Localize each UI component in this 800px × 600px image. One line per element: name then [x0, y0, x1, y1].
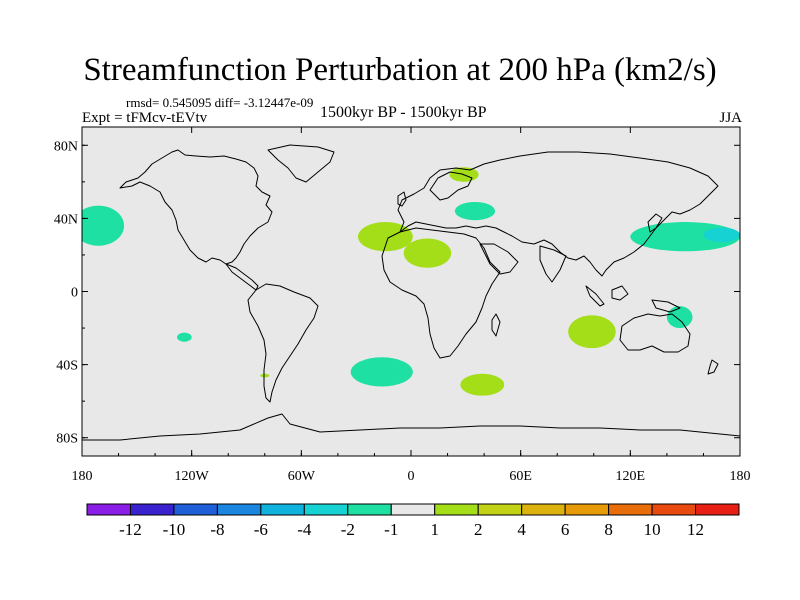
anomaly-north-pacific-east — [82, 205, 125, 246]
x-tick-label: 120E — [616, 469, 646, 484]
x-tick-label: 180 — [72, 469, 93, 484]
colorbar-box — [695, 503, 740, 516]
coast-sumatra — [585, 285, 605, 307]
coast-japan — [647, 213, 663, 233]
colorbar-label: -12 — [119, 520, 142, 539]
y-tick-label: 80N — [54, 139, 78, 154]
colorbar-box — [521, 503, 566, 516]
coast-africa — [381, 227, 501, 359]
colorbar-box — [651, 503, 697, 516]
colorbar-box — [216, 503, 262, 516]
coast-australia — [619, 313, 691, 353]
coast-central-america — [225, 263, 259, 291]
x-tick-label: 0 — [408, 469, 415, 484]
y-tick-label: 40N — [54, 212, 78, 227]
coast-new-guinea — [651, 299, 681, 313]
coast-british-isles — [397, 191, 407, 207]
y-tick-label: 40S — [56, 359, 78, 374]
anomaly-north-atlantic-subtropical — [357, 222, 413, 252]
colorbar-label: -6 — [254, 520, 268, 539]
coast-greenland — [267, 144, 335, 183]
colorbar-label: -10 — [163, 520, 186, 539]
coast-antarctica — [82, 413, 740, 441]
colorbar-box — [564, 503, 610, 516]
coast-scandinavia — [429, 171, 473, 201]
colorbar-label: -1 — [384, 520, 398, 539]
season-label: JJA — [719, 110, 742, 126]
y-tick-label: 0 — [71, 286, 78, 301]
map-background — [82, 127, 740, 456]
colorbar-label: 1 — [430, 520, 439, 539]
colorbar-label: -2 — [341, 520, 355, 539]
coast-north-america — [119, 149, 273, 265]
colorbar-box — [129, 503, 175, 516]
anomaly-south-pacific-small — [177, 332, 192, 342]
anomaly-layer — [82, 167, 740, 396]
period-label: 1500kyr BP - 1500kyr BP — [320, 104, 487, 121]
coast-india — [539, 245, 567, 283]
colorbar-box — [347, 503, 392, 516]
anomaly-north-africa — [403, 238, 452, 268]
colorbar-label: 10 — [644, 520, 661, 539]
axes: 180 120W 60W 0 60E 120E 180 80N 40N 0 40S 80S — [54, 127, 751, 484]
colorbar-box — [477, 503, 523, 516]
colorbar-label: -8 — [210, 520, 224, 539]
colorbar-box — [390, 503, 436, 516]
colorbar-label: -4 — [297, 520, 312, 539]
anomaly-northwest-pacific-core — [703, 227, 740, 243]
coast-eurasia — [397, 151, 719, 277]
x-tick-label: 120W — [175, 469, 210, 484]
coastlines — [82, 144, 740, 441]
experiment-label: Expt = tFMcv-tEVtv — [82, 110, 208, 126]
stats-label: rmsd= 0.545095 diff= -3.12447e-09 — [126, 95, 314, 110]
colorbar: -12 -10 -8 -6 -4 -2 -1 1 2 4 6 8 10 12 — [86, 503, 740, 539]
anomaly-coral-sea — [666, 306, 693, 329]
x-tick-label: 60E — [509, 469, 532, 484]
colorbar-box — [260, 503, 305, 516]
anomaly-mediterranean — [454, 201, 496, 221]
anomaly-south-indian-ocean-west — [460, 373, 505, 396]
anomaly-south-indian-ocean — [568, 315, 616, 349]
coast-south-america — [247, 283, 319, 403]
colorbar-box — [434, 503, 479, 516]
colorbar-label: 12 — [687, 520, 704, 539]
colorbar-label: 4 — [517, 520, 526, 539]
colorbar-box — [86, 503, 131, 516]
coast-madagascar — [491, 313, 501, 337]
x-tick-label: 60W — [288, 469, 316, 484]
colorbar-label: 6 — [561, 520, 570, 539]
coast-new-zealand — [707, 359, 719, 375]
x-tick-label: 180 — [730, 469, 751, 484]
y-tick-label: 80S — [56, 432, 78, 447]
coast-arabia — [479, 243, 519, 275]
anomaly-south-atlantic — [350, 357, 413, 387]
colorbar-label: 8 — [604, 520, 613, 539]
colorbar-box — [608, 503, 653, 516]
coast-borneo — [611, 285, 629, 301]
colorbar-box — [303, 503, 349, 516]
chart-title: Streamfunction Perturbation at 200 hPa (… — [83, 52, 717, 88]
anomaly-south-pacific-dot — [260, 373, 270, 378]
colorbar-label: 2 — [474, 520, 483, 539]
colorbar-box — [173, 503, 218, 516]
